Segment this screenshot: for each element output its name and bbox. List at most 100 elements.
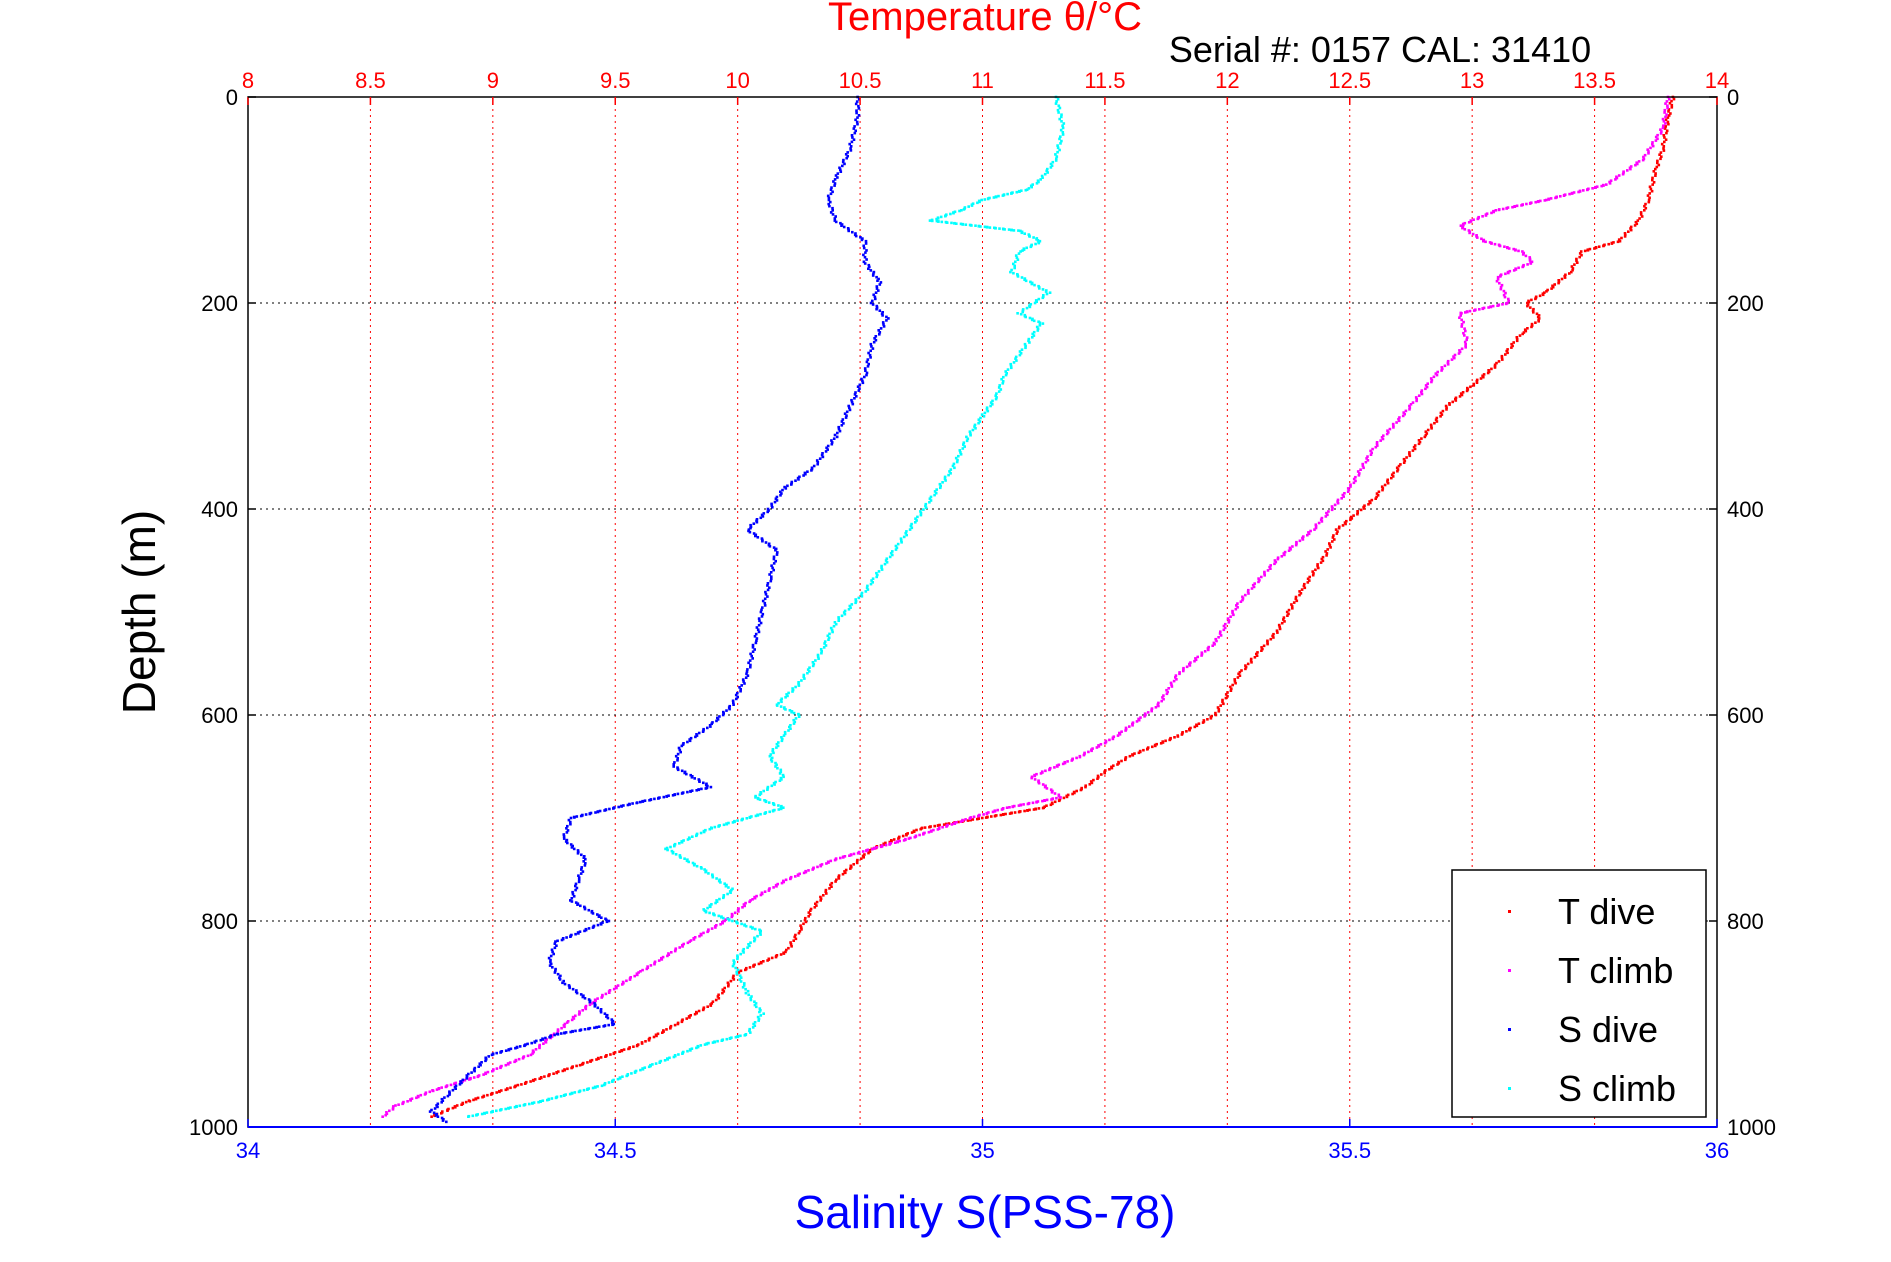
data-point (1252, 585, 1256, 589)
data-point (1218, 632, 1222, 635)
data-point (433, 1107, 437, 1110)
data-point (622, 804, 625, 807)
data-point (973, 425, 976, 428)
data-point (1647, 150, 1650, 153)
data-point (792, 939, 795, 942)
data-point (1233, 680, 1237, 683)
data-point (1528, 202, 1532, 205)
data-point (779, 953, 783, 956)
data-point (860, 595, 864, 598)
data-point (872, 340, 876, 344)
data-point (854, 599, 858, 603)
data-point (1089, 780, 1093, 783)
data-point (666, 954, 669, 958)
data-point (880, 568, 884, 571)
data-point (1481, 215, 1484, 218)
data-point (698, 934, 701, 938)
data-point (1250, 587, 1254, 590)
data-point (774, 780, 777, 784)
data-point (774, 548, 777, 552)
data-point (553, 946, 557, 950)
data-point (680, 744, 684, 748)
data-point (837, 616, 840, 619)
salinity-tick-label: 35.5 (1328, 1138, 1371, 1163)
data-point (1058, 137, 1061, 141)
data-point (1020, 276, 1024, 279)
data-point (1266, 641, 1269, 644)
data-point (1013, 804, 1016, 808)
data-point (498, 1109, 502, 1112)
data-point (985, 812, 989, 816)
data-point (1651, 143, 1654, 146)
data-point (1475, 381, 1479, 384)
data-point (588, 1026, 592, 1030)
data-point (672, 765, 675, 768)
data-point (1188, 664, 1192, 667)
data-point (575, 886, 579, 890)
data-point (1025, 246, 1028, 250)
data-point (853, 125, 856, 128)
data-point (1659, 157, 1662, 161)
data-point (1016, 275, 1020, 278)
data-point (802, 871, 806, 875)
data-point (1031, 332, 1034, 336)
data-point (951, 464, 955, 468)
data-point (888, 555, 892, 559)
data-point (839, 170, 843, 173)
data-point (792, 711, 796, 715)
data-point (862, 244, 865, 248)
data-point (822, 646, 826, 649)
data-point (748, 900, 751, 904)
data-point (986, 409, 990, 413)
data-point (1037, 180, 1040, 184)
data-point (860, 238, 864, 242)
data-point (1460, 347, 1464, 351)
data-point (1463, 340, 1467, 344)
data-point (741, 678, 745, 681)
data-point (786, 484, 789, 488)
data-point (976, 817, 979, 821)
data-point (1188, 728, 1191, 732)
data-point (569, 816, 573, 820)
data-point (669, 845, 672, 849)
data-point (1193, 659, 1196, 663)
data-point (760, 615, 764, 618)
data-point (584, 1006, 587, 1009)
data-point (1226, 695, 1229, 698)
data-point (1014, 357, 1017, 360)
data-point (1500, 283, 1504, 287)
data-point (799, 924, 802, 927)
data-point (1582, 189, 1585, 192)
data-point (717, 825, 720, 828)
data-point (900, 539, 903, 542)
data-point (1057, 794, 1061, 798)
data-point (796, 476, 800, 480)
data-point (1575, 259, 1578, 263)
data-point (1358, 472, 1361, 475)
data-point (754, 534, 757, 538)
data-point (472, 1068, 476, 1071)
data-point (941, 481, 944, 484)
data-point (468, 1078, 471, 1081)
data-point (1496, 275, 1500, 279)
data-point (1060, 139, 1063, 143)
data-point (1549, 197, 1553, 200)
data-point (579, 904, 582, 908)
data-point (1356, 470, 1360, 473)
data-point (578, 1029, 582, 1032)
data-point (1662, 145, 1666, 148)
data-point (526, 1054, 530, 1058)
data-point (594, 811, 597, 814)
data-point (744, 987, 747, 991)
data-point (856, 858, 859, 862)
data-point (1295, 599, 1299, 603)
data-point (549, 960, 552, 964)
data-point (1039, 772, 1043, 775)
data-point (1032, 236, 1035, 239)
data-point (1408, 404, 1411, 408)
data-point (572, 895, 576, 898)
data-point (575, 991, 579, 995)
data-point (685, 859, 689, 863)
data-point (1037, 241, 1041, 245)
data-point (746, 668, 749, 671)
